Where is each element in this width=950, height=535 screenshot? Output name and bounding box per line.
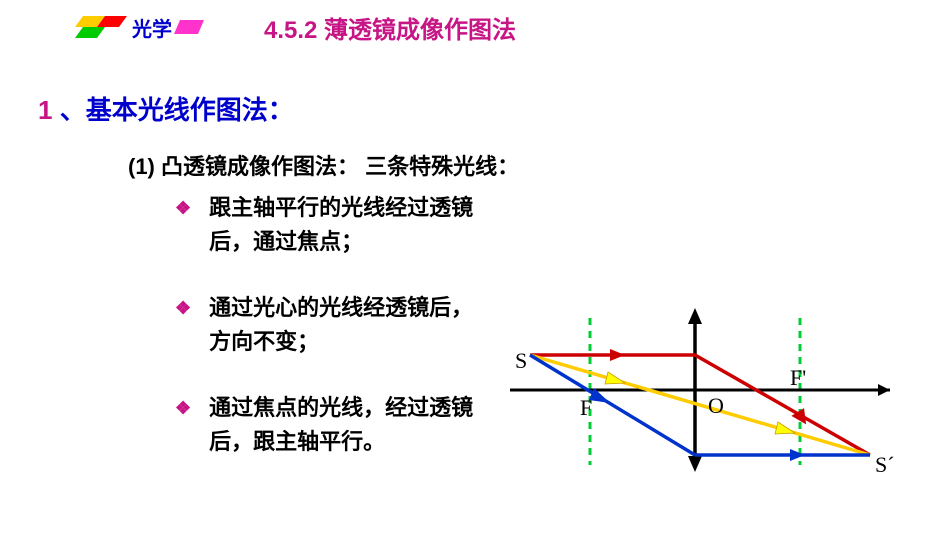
- ray-yellow-arrow-2: [775, 422, 795, 434]
- lens-arrow-up: [688, 308, 702, 324]
- slide-header: 光学 4.5.2 薄透镜成像作图法: [0, 0, 950, 45]
- subsection-label: (1) 凸透镜成像作图法： 三条特殊光线：: [128, 149, 950, 181]
- label-O: O: [708, 393, 724, 418]
- ray-blue-arrow-2: [790, 449, 805, 461]
- diamond-icon: ❖: [175, 195, 191, 223]
- label-S: S: [515, 348, 527, 373]
- lens-diagram: S S´ F F' O: [510, 300, 920, 520]
- bullet-item: ❖ 通过光心的光线经透镜后，方向不变；: [175, 291, 485, 359]
- bullet-text: 通过光心的光线经透镜后，方向不变；: [209, 291, 485, 359]
- bullet-text: 通过焦点的光线，经过透镜后，跟主轴平行。: [209, 391, 485, 459]
- ray-yellow-arrow-1: [605, 372, 625, 384]
- bullet-item: ❖ 通过焦点的光线，经过透镜后，跟主轴平行。: [175, 391, 485, 459]
- logo: 光学: [75, 13, 209, 42]
- section-heading: 1 、基本光线作图法：: [38, 90, 950, 127]
- label-F: F: [580, 395, 592, 420]
- section-number: 1: [38, 95, 52, 125]
- section-text: 基本光线作图法：: [86, 95, 294, 125]
- diamond-icon: ❖: [175, 395, 191, 423]
- logo-parallelogram-left: [75, 14, 130, 42]
- label-F-prime: F': [790, 365, 806, 390]
- bullet-text: 跟主轴平行的光线经过透镜后，通过焦点；: [209, 191, 485, 259]
- diamond-icon: ❖: [175, 295, 191, 323]
- ray-red-arrow-1: [610, 349, 625, 361]
- logo-text: 光学: [132, 13, 172, 42]
- logo-parallelogram-right: [174, 18, 209, 38]
- bullet-list: ❖ 跟主轴平行的光线经过透镜后，通过焦点； ❖ 通过光心的光线经透镜后，方向不变…: [175, 191, 485, 492]
- lens-arrow-down: [688, 456, 702, 472]
- bullet-item: ❖ 跟主轴平行的光线经过透镜后，通过焦点；: [175, 191, 485, 259]
- slide-title: 4.5.2 薄透镜成像作图法: [264, 10, 516, 45]
- section-sep: 、: [60, 95, 86, 125]
- label-S-prime: S´: [875, 452, 895, 477]
- ray-blue-1: [530, 355, 695, 455]
- axis-arrow-right: [878, 384, 890, 396]
